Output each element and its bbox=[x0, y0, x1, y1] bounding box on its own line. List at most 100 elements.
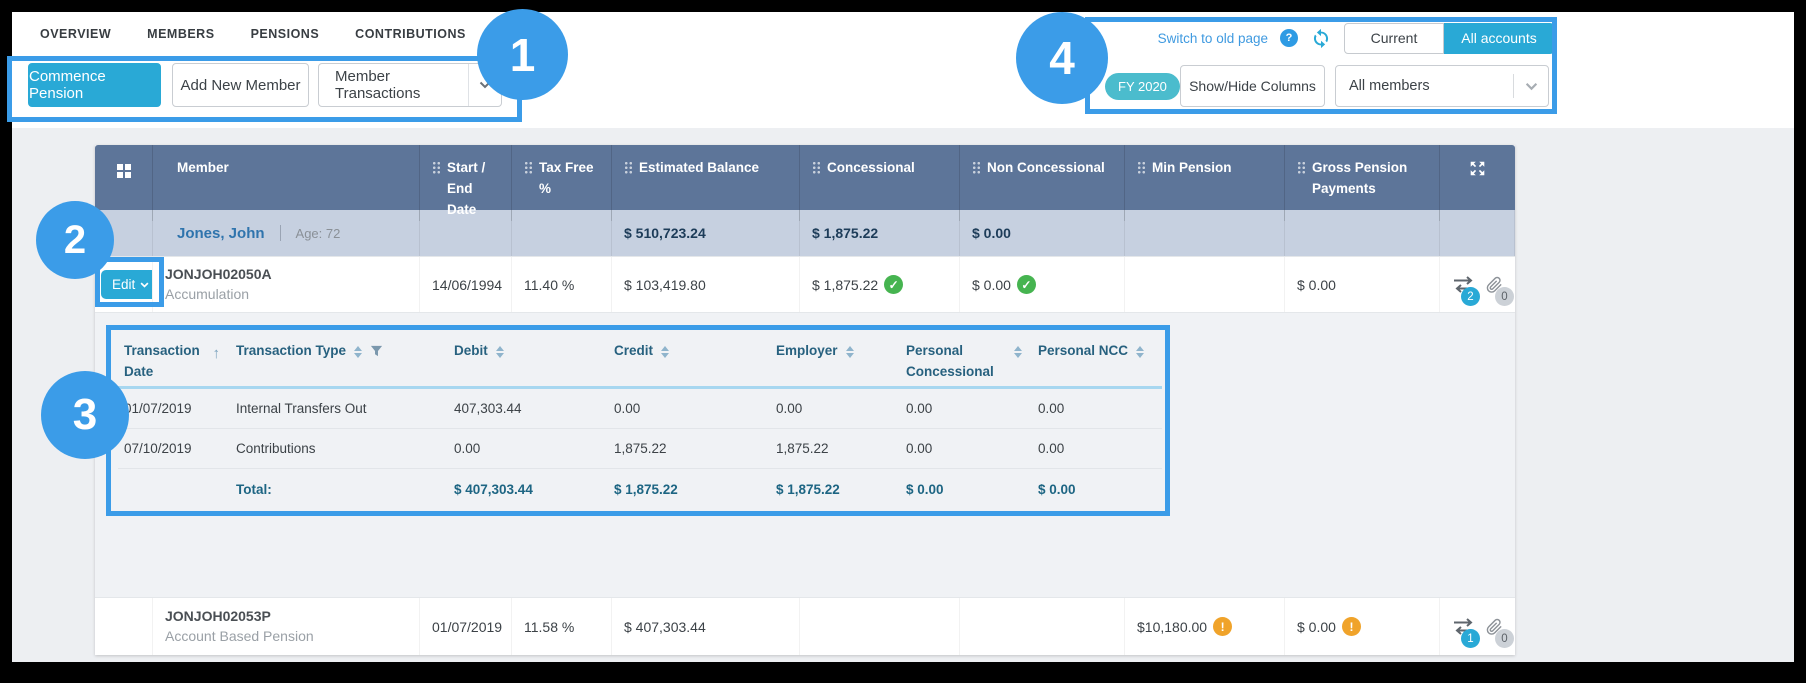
tx-header-employer[interactable]: Employer bbox=[770, 333, 900, 386]
commence-pension-button[interactable]: Commence Pension bbox=[28, 63, 161, 107]
total-label: Total: bbox=[236, 481, 272, 497]
add-new-member-button[interactable]: Add New Member bbox=[172, 63, 309, 107]
transaction-row[interactable]: 07/10/2019 Contributions 0.00 1,875.22 1… bbox=[118, 429, 1162, 469]
cell-start-date: 14/06/1994 bbox=[420, 257, 512, 312]
cell-tax-free: 11.40 % bbox=[512, 257, 612, 312]
grid-icon bbox=[116, 164, 131, 178]
drag-handle-icon[interactable] bbox=[624, 161, 632, 174]
members-table: Member Start / End Date Tax Free % Estim… bbox=[95, 145, 1515, 655]
header-tax-free[interactable]: Tax Free % bbox=[512, 145, 612, 221]
top-right-controls-row2: FY 2020 Show/Hide Columns All members bbox=[1092, 65, 1554, 107]
transaction-count-badge: 2 bbox=[1461, 287, 1480, 306]
header-start-end-date[interactable]: Start / End Date bbox=[420, 145, 512, 221]
sort-icon bbox=[1136, 346, 1145, 358]
header-gross-pension-payments[interactable]: Gross Pension Payments bbox=[1285, 145, 1440, 221]
cell-non-concessional bbox=[960, 598, 1125, 655]
sort-icon bbox=[845, 346, 854, 358]
attachment-count-badge: 0 bbox=[1495, 287, 1514, 306]
header-min-pension[interactable]: Min Pension bbox=[1125, 145, 1285, 221]
header-concessional[interactable]: Concessional bbox=[800, 145, 960, 221]
member-age: Age: 72 bbox=[295, 225, 341, 241]
account-type: Account Based Pension bbox=[165, 628, 314, 645]
cell-gross-pension: $ 0.00 bbox=[1285, 257, 1440, 312]
transactions-table: Transaction Date ↑ Transaction Type Debi… bbox=[118, 333, 1162, 509]
chevron-down-icon[interactable] bbox=[1514, 82, 1548, 91]
switch-to-old-page-link[interactable]: Switch to old page bbox=[1157, 30, 1268, 46]
tx-header-debit[interactable]: Debit bbox=[448, 333, 608, 386]
account-type: Accumulation bbox=[165, 286, 250, 303]
column-picker-header-cell[interactable] bbox=[95, 145, 153, 221]
tx-header-credit[interactable]: Credit bbox=[608, 333, 770, 386]
tab-pensions[interactable]: PENSIONS bbox=[250, 27, 320, 41]
sort-icon bbox=[661, 346, 670, 358]
tx-header-type[interactable]: Transaction Type bbox=[230, 333, 448, 386]
cell-non-concessional: $ 0.00 ✓ bbox=[960, 257, 1125, 312]
refresh-icon[interactable] bbox=[1310, 27, 1332, 49]
warning-icon: ! bbox=[1213, 617, 1233, 636]
drag-handle-icon[interactable] bbox=[524, 161, 532, 174]
chevron-down-icon[interactable] bbox=[467, 64, 501, 106]
account-view-toggle: Current All accounts bbox=[1344, 22, 1554, 54]
chevron-down-icon bbox=[140, 282, 149, 288]
tx-header-date[interactable]: Transaction Date ↑ bbox=[124, 343, 221, 379]
drag-handle-icon[interactable] bbox=[1137, 161, 1145, 174]
fy-year-badge[interactable]: FY 2020 bbox=[1105, 73, 1180, 100]
member-filter-value: All members bbox=[1349, 78, 1430, 94]
sort-icon bbox=[354, 346, 363, 358]
account-row-pension: JONJOH02053P Account Based Pension 01/07… bbox=[95, 597, 1515, 655]
cell-tax-free: 11.58 % bbox=[512, 598, 612, 655]
drag-handle-icon[interactable] bbox=[812, 161, 820, 174]
tx-header-personal-concessional[interactable]: Personal Concessional bbox=[900, 333, 1032, 386]
top-right-controls-row1: Switch to old page ? Current All account… bbox=[1102, 22, 1554, 54]
edit-button[interactable]: Edit bbox=[101, 270, 152, 299]
cell-estimated-balance: $ 407,303.44 bbox=[612, 598, 800, 655]
tx-header-personal-ncc[interactable]: Personal NCC bbox=[1032, 333, 1162, 386]
tab-members[interactable]: MEMBERS bbox=[147, 27, 215, 41]
member-summary-row: Jones, John Age: 72 $ 510,723.24 $ 1,875… bbox=[95, 210, 1515, 256]
top-nav: OVERVIEW MEMBERS PENSIONS CONTRIBUTIONS … bbox=[40, 12, 523, 56]
member-transactions-button[interactable]: Member Transactions bbox=[318, 63, 502, 107]
transactions-total-row: Total: $ 407,303.44 $ 1,875.22 $ 1,875.2… bbox=[118, 469, 1162, 509]
help-icon[interactable]: ? bbox=[501, 23, 523, 45]
account-code: JONJOH02050A bbox=[165, 266, 272, 282]
member-filter-dropdown[interactable]: All members bbox=[1335, 65, 1549, 107]
cell-concessional: $ 1,875.22 ✓ bbox=[800, 257, 960, 312]
transactions-table-header: Transaction Date ↑ Transaction Type Debi… bbox=[118, 333, 1162, 389]
success-check-icon: ✓ bbox=[1016, 275, 1036, 294]
warning-icon: ! bbox=[1341, 617, 1361, 636]
attachment-icon[interactable]: 0 bbox=[1486, 618, 1514, 648]
filter-funnel-icon[interactable] bbox=[370, 344, 383, 365]
name-age-divider bbox=[279, 225, 281, 241]
member-name-link[interactable]: Jones, John bbox=[177, 224, 265, 242]
member-transactions-label: Member Transactions bbox=[335, 68, 421, 102]
sort-icon bbox=[1014, 346, 1022, 358]
expand-icon[interactable] bbox=[1469, 160, 1486, 184]
help-icon[interactable]: ? bbox=[1280, 29, 1298, 47]
header-non-concessional[interactable]: Non Concessional bbox=[960, 145, 1125, 221]
page-content: OVERVIEW MEMBERS PENSIONS CONTRIBUTIONS … bbox=[7, 9, 1794, 662]
header-estimated-balance[interactable]: Estimated Balance bbox=[612, 145, 800, 221]
cell-start-date: 01/07/2019 bbox=[420, 598, 512, 655]
account-row-accumulation: Edit JONJOH02050A Accumulation 14/06/199… bbox=[95, 256, 1515, 312]
transactions-panel: Transaction Date ↑ Transaction Type Debi… bbox=[95, 312, 1515, 597]
transactions-icon[interactable]: 2 bbox=[1452, 276, 1480, 306]
toggle-current[interactable]: Current bbox=[1344, 22, 1444, 54]
transactions-icon[interactable]: 1 bbox=[1452, 618, 1480, 648]
tab-contributions[interactable]: CONTRIBUTIONS bbox=[355, 27, 466, 41]
drag-handle-icon[interactable] bbox=[1297, 161, 1305, 174]
show-hide-columns-button[interactable]: Show/Hide Columns bbox=[1180, 65, 1325, 107]
toggle-all-accounts[interactable]: All accounts bbox=[1444, 22, 1554, 54]
members-table-header: Member Start / End Date Tax Free % Estim… bbox=[95, 145, 1515, 221]
summary-non-concessional: $ 0.00 bbox=[972, 225, 1011, 241]
transaction-row[interactable]: 01/07/2019 Internal Transfers Out 407,30… bbox=[118, 389, 1162, 429]
drag-handle-icon[interactable] bbox=[432, 161, 440, 174]
account-code: JONJOH02053P bbox=[165, 608, 271, 624]
sort-ascending-icon: ↑ bbox=[212, 345, 221, 362]
attachment-icon[interactable]: 0 bbox=[1486, 276, 1514, 306]
header-member[interactable]: Member bbox=[153, 145, 420, 221]
success-check-icon: ✓ bbox=[884, 275, 904, 294]
attachment-count-badge: 0 bbox=[1495, 629, 1514, 648]
drag-handle-icon[interactable] bbox=[972, 161, 980, 174]
tab-overview[interactable]: OVERVIEW bbox=[40, 27, 112, 41]
